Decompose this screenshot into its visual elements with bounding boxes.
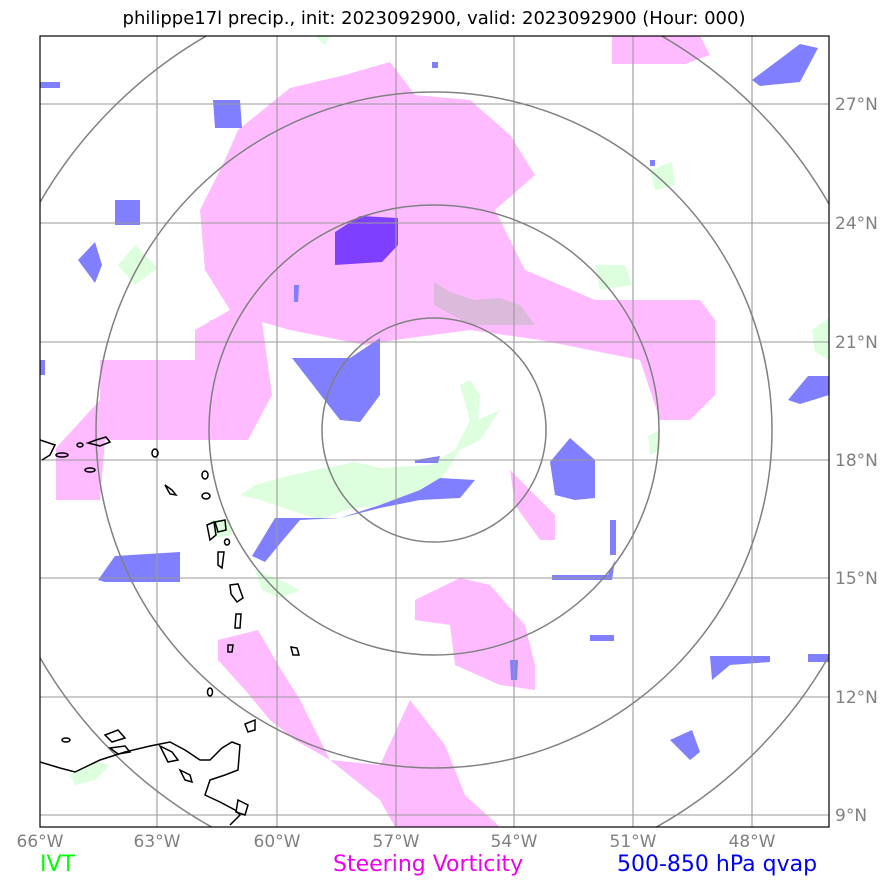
plot-frame	[39, 35, 830, 828]
lat-tick-labels: 27°N 24°N 21°N 18°N 15°N 12°N 9°N	[835, 95, 878, 826]
lon-tick-label: 60°W	[254, 832, 301, 852]
range-ring-2	[208, 204, 660, 656]
graticule	[40, 36, 829, 827]
lon-tick-label: 54°W	[491, 832, 538, 852]
lat-tick-label: 9°N	[835, 806, 867, 826]
lon-tick-labels: 66°W 63°W 60°W 57°W 54°W 51°W 48°W	[17, 832, 776, 852]
lat-tick-label: 15°N	[835, 569, 878, 589]
legend-qvap: 500-850 hPa qvap	[617, 852, 818, 877]
lat-tick-label: 27°N	[835, 95, 878, 115]
range-ring-1	[321, 317, 547, 543]
vorticity-ivt-overlap	[434, 282, 535, 325]
vorticity-qvap-overlap	[335, 216, 398, 265]
vorticity-fill	[56, 36, 715, 827]
lat-tick-label: 21°N	[835, 333, 878, 353]
coastlines	[40, 436, 300, 826]
map-title: philippe17l precip., init: 2023092900, v…	[122, 8, 746, 29]
legend-ivt: IVT	[40, 852, 75, 877]
legend-steering-vorticity: Steering Vorticity	[333, 852, 524, 877]
lon-tick-label: 48°W	[729, 832, 776, 852]
lon-tick-label: 57°W	[373, 832, 420, 852]
lat-tick-label: 12°N	[835, 688, 878, 708]
range-ring-3	[95, 91, 773, 769]
lat-tick-label: 24°N	[835, 214, 878, 234]
lon-tick-label: 51°W	[610, 832, 657, 852]
lat-tick-label: 18°N	[835, 451, 878, 471]
lon-tick-label: 66°W	[17, 832, 64, 852]
lon-tick-label: 63°W	[134, 832, 181, 852]
qvap-fill	[40, 44, 829, 760]
